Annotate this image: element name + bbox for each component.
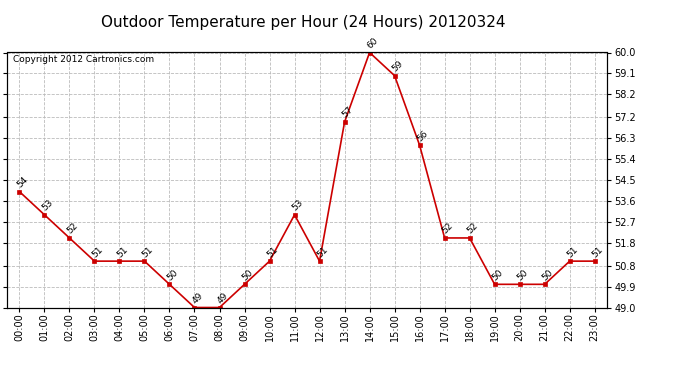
Text: 51: 51 <box>90 244 105 259</box>
Text: 52: 52 <box>440 221 455 236</box>
Text: 49: 49 <box>215 291 230 305</box>
Text: 59: 59 <box>391 59 405 74</box>
Text: 51: 51 <box>115 244 130 259</box>
Text: 53: 53 <box>290 198 305 213</box>
Text: Copyright 2012 Cartronics.com: Copyright 2012 Cartronics.com <box>13 55 154 64</box>
Text: 51: 51 <box>591 244 605 259</box>
Text: 57: 57 <box>340 105 355 120</box>
Text: 56: 56 <box>415 129 430 143</box>
Text: 54: 54 <box>15 175 30 189</box>
Text: 53: 53 <box>40 198 55 213</box>
Text: 50: 50 <box>515 268 530 282</box>
Text: 50: 50 <box>491 268 505 282</box>
Text: 52: 52 <box>66 221 79 236</box>
Text: 50: 50 <box>240 268 255 282</box>
Text: 51: 51 <box>140 244 155 259</box>
Text: Outdoor Temperature per Hour (24 Hours) 20120324: Outdoor Temperature per Hour (24 Hours) … <box>101 15 506 30</box>
Text: 52: 52 <box>466 221 480 236</box>
Text: 51: 51 <box>566 244 580 259</box>
Text: 49: 49 <box>190 291 205 305</box>
Text: 50: 50 <box>166 268 180 282</box>
Text: 51: 51 <box>315 244 330 259</box>
Text: 60: 60 <box>366 36 380 50</box>
Text: 50: 50 <box>540 268 555 282</box>
Text: 51: 51 <box>266 244 280 259</box>
